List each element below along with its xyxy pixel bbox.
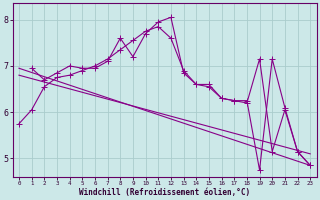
X-axis label: Windchill (Refroidissement éolien,°C): Windchill (Refroidissement éolien,°C)	[79, 188, 250, 197]
